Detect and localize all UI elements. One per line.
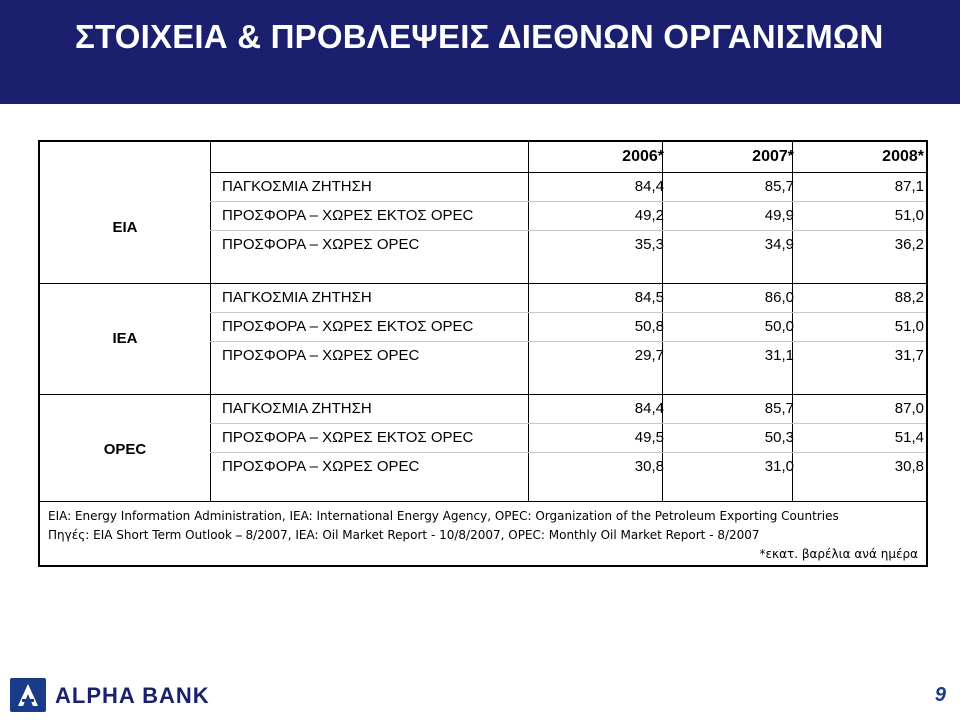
row-divider [210, 341, 926, 342]
unit-note: *εκατ. βαρέλια ανά ημέρα [759, 547, 918, 561]
org-label: IEA [112, 329, 138, 347]
value-cell: 50,0 [764, 318, 794, 335]
column-divider [792, 142, 793, 501]
value-cell: 85,7 [764, 400, 794, 417]
value-cell: 85,7 [764, 178, 794, 195]
value-cell: 49,5 [634, 429, 664, 446]
header-rule [210, 172, 926, 173]
row-label: ΠΡΟΣΦΟΡΑ – ΧΩΡΕΣ ΕΚΤΟΣ OPEC [222, 318, 474, 335]
row-divider [210, 201, 926, 202]
row-label: ΠΡΟΣΦΟΡΑ – ΧΩΡΕΣ OPEC [222, 236, 420, 253]
value-cell: 87,1 [894, 178, 924, 195]
row-label: ΠΡΟΣΦΟΡΑ – ΧΩΡΕΣ OPEC [222, 347, 420, 364]
group-rule [40, 283, 926, 284]
value-cell: 30,8 [894, 458, 924, 475]
value-cell: 31,7 [894, 347, 924, 364]
row-divider [210, 230, 926, 231]
value-cell: 84,5 [634, 289, 664, 306]
row-label: ΠΡΟΣΦΟΡΑ – ΧΩΡΕΣ ΕΚΤΟΣ OPEC [222, 207, 474, 224]
value-cell: 50,8 [634, 318, 664, 335]
value-cell: 84,4 [634, 400, 664, 417]
row-divider [210, 452, 926, 453]
row-label: ΠΑΓΚΟΣΜΙΑ ΖΗΤΗΣΗ [222, 400, 372, 417]
value-cell: 30,8 [634, 458, 664, 475]
row-label: ΠΡΟΣΦΟΡΑ – ΧΩΡΕΣ ΕΚΤΟΣ OPEC [222, 429, 474, 446]
row-label: ΠΡΟΣΦΟΡΑ – ΧΩΡΕΣ OPEC [222, 458, 420, 475]
row-divider [210, 423, 926, 424]
slide-title: ΣΤΟΙΧΕΙΑ & ΠΡΟΒΛΕΨΕΙΣ ΔΙΕΘΝΩΝ ΟΡΓΑΝΙΣΜΩΝ [75, 18, 884, 55]
value-cell: 35,3 [634, 236, 664, 253]
org-label: OPEC [103, 440, 147, 458]
alpha-symbol-icon [18, 684, 38, 706]
org-label: EIA [112, 218, 138, 236]
value-cell: 84,4 [634, 178, 664, 195]
value-cell: 50,3 [764, 429, 794, 446]
value-cell: 31,1 [764, 347, 794, 364]
group-rule [40, 394, 926, 395]
alpha-bank-logo-icon [10, 678, 46, 712]
value-cell: 29,7 [634, 347, 664, 364]
brand-name: ALPHA BANK [55, 683, 210, 708]
year-header: 2007* [752, 148, 794, 165]
value-cell: 31,0 [764, 458, 794, 475]
value-cell: 51,4 [894, 429, 924, 446]
value-cell: 87,0 [894, 400, 924, 417]
year-header: 2006* [622, 148, 664, 165]
value-cell: 86,0 [764, 289, 794, 306]
column-divider [528, 142, 529, 501]
column-divider [662, 142, 663, 501]
row-divider [210, 312, 926, 313]
footnote-abbreviations: EIA: Energy Information Administration, … [48, 509, 839, 523]
value-cell: 49,9 [764, 207, 794, 224]
value-cell: 36,2 [894, 236, 924, 253]
value-cell: 51,0 [894, 207, 924, 224]
value-cell: 51,0 [894, 318, 924, 335]
data-table: 2006* 2007* 2008* EIA ΠΑΓΚΟΣΜΙΑ ΖΗΤΗΣΗ 84,4 85… [38, 140, 928, 567]
title-band: ΣΤΟΙΧΕΙΑ & ΠΡΟΒΛΕΨΕΙΣ ΔΙΕΘΝΩΝ ΟΡΓΑΝΙΣΜΩΝ [0, 0, 960, 104]
year-header: 2008* [882, 148, 924, 165]
group-rule [40, 501, 926, 502]
footnote-sources: Πηγές: EIA Short Term Outlook ⎯ 8/2007, … [48, 528, 760, 542]
row-label: ΠΑΓΚΟΣΜΙΑ ΖΗΤΗΣΗ [222, 289, 372, 306]
row-label: ΠΑΓΚΟΣΜΙΑ ΖΗΤΗΣΗ [222, 178, 372, 195]
page-number: 9 [934, 684, 946, 706]
value-cell: 34,9 [764, 236, 794, 253]
value-cell: 49,2 [634, 207, 664, 224]
column-divider [210, 142, 211, 501]
value-cell: 88,2 [894, 289, 924, 306]
